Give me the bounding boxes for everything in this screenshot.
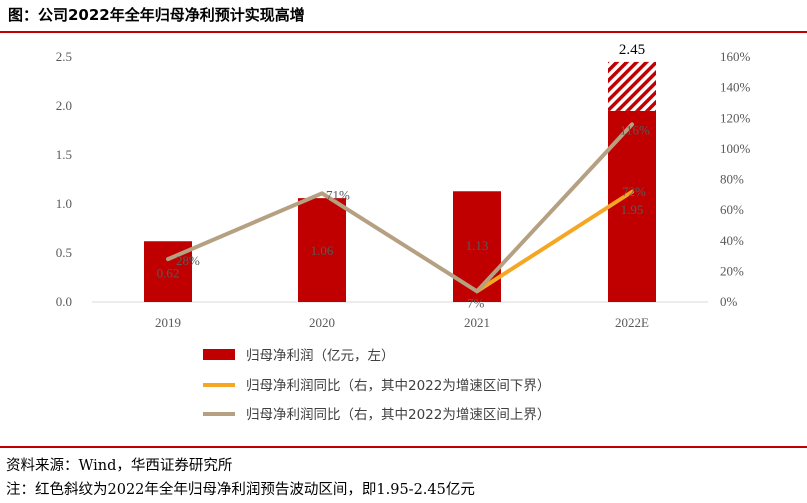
category-label: 2021 <box>464 315 490 330</box>
yoy-upper-label: 28% <box>176 253 200 268</box>
bar-range-hatch <box>608 61 656 111</box>
bar-value-label: 1.95 <box>621 202 644 217</box>
left-tick-label: 0.0 <box>56 294 72 309</box>
bar-2021 <box>453 191 501 302</box>
bar-value-label: 1.13 <box>466 238 489 253</box>
right-tick-label: 20% <box>720 263 744 278</box>
bar-value-label: 1.06 <box>311 243 334 258</box>
category-label: 2022E <box>615 315 649 330</box>
right-tick-label: 0% <box>720 294 738 309</box>
bar-2020 <box>298 198 346 302</box>
left-tick-label: 0.5 <box>56 245 72 260</box>
bar-series <box>144 61 656 303</box>
right-tick-label: 40% <box>720 233 744 248</box>
yoy-lower-line <box>475 189 634 294</box>
category-labels: 2019 2020 2021 2022E <box>155 315 649 330</box>
legend-label-upper: 归母净利润同比（右，其中2022为增速区间上界） <box>246 406 550 423</box>
category-label: 2019 <box>155 315 181 330</box>
right-axis-ticks: 0% 20% 40% 60% 80% 100% 120% 140% 160% <box>720 49 751 309</box>
legend-label-lower: 归母净利润同比（右，其中2022为增速区间下界） <box>246 377 550 394</box>
yoy-upper-label: 71% <box>326 187 350 202</box>
legend-swatch-bar <box>203 349 235 360</box>
footnote: 注：红色斜纹为2022年全年归母净利润预告波动区间，即1.95-2.45亿元 <box>6 482 475 498</box>
yoy-upper-label: 116% <box>620 122 650 137</box>
bottom-divider <box>0 446 807 448</box>
left-tick-label: 1.0 <box>56 196 72 211</box>
right-tick-label: 120% <box>720 110 751 125</box>
page-title: 图：公司2022年全年归母净利预计实现高增 <box>8 6 305 24</box>
left-tick-label: 2.5 <box>56 49 72 64</box>
yoy-lower-label: 72% <box>622 184 646 199</box>
yoy-upper-label: 7% <box>467 295 485 310</box>
data-labels: 0.62 1.06 1.13 1.95 2.45 28% 71% 7% 116% 72% <box>157 42 650 310</box>
right-tick-label: 140% <box>720 80 751 95</box>
right-tick-label: 100% <box>720 141 751 156</box>
legend: 归母净利润（亿元，左） 归母净利润同比（右，其中2022为增速区间下界） 归母净利润… <box>203 347 550 423</box>
bar-value-label: 0.62 <box>157 266 180 281</box>
category-label: 2020 <box>309 315 335 330</box>
right-tick-label: 160% <box>720 49 751 64</box>
right-tick-label: 60% <box>720 202 744 217</box>
right-tick-label: 80% <box>720 172 744 187</box>
top-divider <box>0 31 807 33</box>
left-axis-ticks: 0.0 0.5 1.0 1.5 2.0 2.5 <box>56 49 72 309</box>
left-tick-label: 1.5 <box>56 147 72 162</box>
left-tick-label: 2.0 <box>56 98 72 113</box>
bar-range-upper-label: 2.45 <box>619 42 645 58</box>
legend-label-bar: 归母净利润（亿元，左） <box>246 347 395 364</box>
yoy-upper-line <box>166 122 634 294</box>
source-note: 资料来源：Wind，华西证券研究所 <box>6 458 233 474</box>
line-series <box>166 122 634 294</box>
earnings-chart: 0.0 0.5 1.0 1.5 2.0 2.5 0% 20% 40% 60% 80% 100% 120… <box>56 42 751 423</box>
